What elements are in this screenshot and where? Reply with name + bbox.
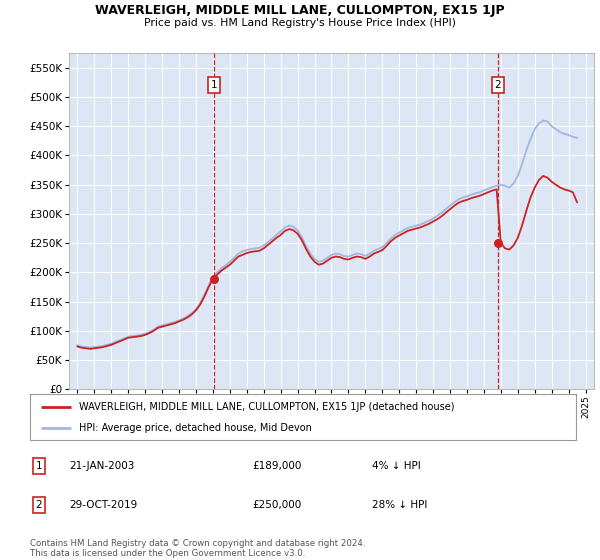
Text: 28% ↓ HPI: 28% ↓ HPI (372, 500, 427, 510)
Text: £250,000: £250,000 (252, 500, 301, 510)
Text: Contains HM Land Registry data © Crown copyright and database right 2024.
This d: Contains HM Land Registry data © Crown c… (30, 539, 365, 558)
Text: 2: 2 (35, 500, 43, 510)
Text: £189,000: £189,000 (252, 461, 301, 471)
Text: HPI: Average price, detached house, Mid Devon: HPI: Average price, detached house, Mid … (79, 423, 312, 433)
Text: 4% ↓ HPI: 4% ↓ HPI (372, 461, 421, 471)
Text: 29-OCT-2019: 29-OCT-2019 (69, 500, 137, 510)
Text: WAVERLEIGH, MIDDLE MILL LANE, CULLOMPTON, EX15 1JP: WAVERLEIGH, MIDDLE MILL LANE, CULLOMPTON… (95, 4, 505, 17)
Text: WAVERLEIGH, MIDDLE MILL LANE, CULLOMPTON, EX15 1JP (detached house): WAVERLEIGH, MIDDLE MILL LANE, CULLOMPTON… (79, 402, 455, 412)
Text: 2: 2 (494, 80, 501, 90)
Text: 21-JAN-2003: 21-JAN-2003 (69, 461, 134, 471)
Text: 1: 1 (211, 80, 217, 90)
Text: 1: 1 (35, 461, 43, 471)
Text: Price paid vs. HM Land Registry's House Price Index (HPI): Price paid vs. HM Land Registry's House … (144, 18, 456, 28)
